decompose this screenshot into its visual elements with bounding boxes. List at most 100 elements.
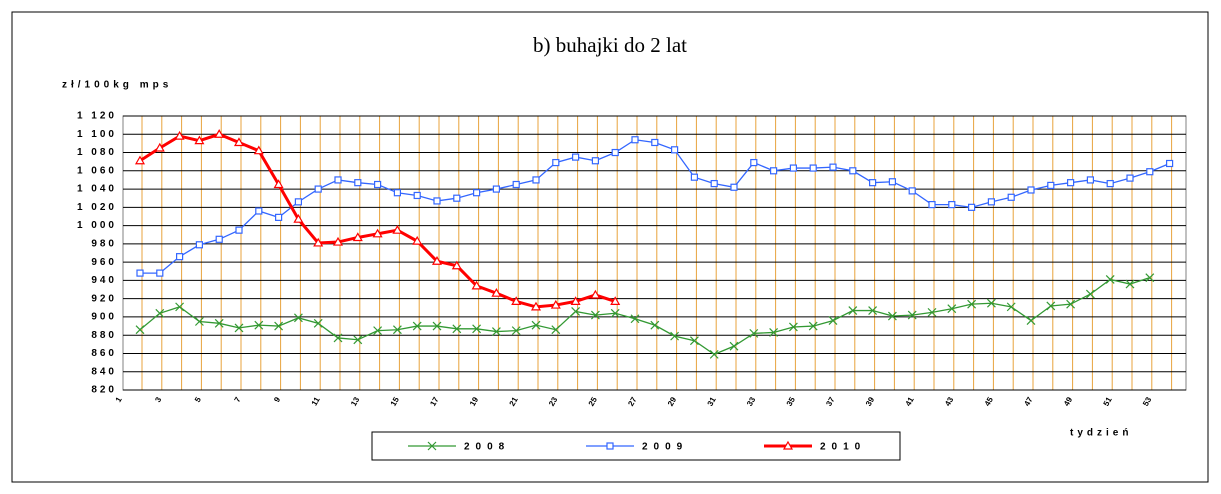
data-marker xyxy=(750,158,758,167)
data-marker xyxy=(987,198,996,206)
data-marker xyxy=(314,185,322,193)
data-marker xyxy=(432,321,442,331)
data-marker xyxy=(174,130,185,140)
data-marker xyxy=(531,320,541,330)
data-marker xyxy=(590,310,600,320)
data-marker xyxy=(136,269,144,277)
data-marker xyxy=(606,442,614,450)
data-marker xyxy=(1085,289,1095,299)
data-marker xyxy=(433,197,441,205)
y-axis-label: zł/100kg mps xyxy=(62,80,172,91)
data-marker xyxy=(373,326,383,336)
data-marker xyxy=(769,167,778,175)
data-marker xyxy=(294,198,302,206)
x-tick-label: 3 xyxy=(153,395,163,404)
data-marker xyxy=(908,187,916,195)
data-marker xyxy=(782,440,794,450)
data-marker xyxy=(452,324,462,334)
data-marker xyxy=(651,138,659,147)
data-marker xyxy=(1027,186,1035,194)
y-tick-label: 1 000 xyxy=(77,220,117,231)
data-marker xyxy=(491,327,501,336)
data-marker xyxy=(293,213,304,223)
data-marker xyxy=(255,207,263,215)
data-marker xyxy=(808,321,818,331)
legend-label: 2009 xyxy=(642,442,688,453)
data-marker xyxy=(1066,179,1075,187)
x-tick-label: 1 xyxy=(114,395,124,404)
data-marker xyxy=(332,236,344,246)
data-marker xyxy=(729,341,739,351)
data-marker xyxy=(194,135,205,145)
data-marker xyxy=(214,129,225,138)
data-marker xyxy=(1007,193,1015,201)
data-marker xyxy=(473,189,481,197)
data-marker xyxy=(275,213,283,221)
data-marker xyxy=(274,321,284,331)
data-marker xyxy=(427,441,437,451)
data-marker xyxy=(353,335,363,345)
data-marker xyxy=(571,307,581,316)
data-marker xyxy=(354,179,362,187)
y-tick-label: 1 060 xyxy=(77,165,117,176)
data-marker xyxy=(374,180,382,189)
data-marker xyxy=(868,306,878,315)
data-marker xyxy=(471,280,482,290)
y-tick-label: 1 080 xyxy=(77,147,117,158)
data-marker xyxy=(1047,181,1055,190)
y-tick-label: 880 xyxy=(91,330,117,341)
data-marker xyxy=(730,183,738,191)
data-marker xyxy=(967,203,976,211)
data-marker xyxy=(710,179,718,188)
data-marker xyxy=(571,153,580,161)
data-marker xyxy=(1165,159,1174,168)
data-marker xyxy=(849,167,857,175)
data-marker xyxy=(709,349,719,359)
data-marker xyxy=(789,164,798,172)
data-marker xyxy=(610,296,621,306)
data-marker xyxy=(1145,273,1155,283)
x-tick-label: 9 xyxy=(272,395,282,404)
data-marker xyxy=(352,232,363,242)
data-marker xyxy=(412,235,423,245)
data-marker xyxy=(927,307,937,317)
data-marker xyxy=(372,228,383,238)
data-marker xyxy=(1126,174,1134,182)
data-marker xyxy=(829,163,837,171)
x-axis-label: tydzień xyxy=(1070,428,1132,439)
data-marker xyxy=(135,325,145,335)
data-marker xyxy=(551,325,561,335)
data-marker xyxy=(1046,301,1056,311)
y-tick-label: 860 xyxy=(91,348,117,359)
data-marker xyxy=(1086,176,1095,184)
data-marker xyxy=(947,304,957,314)
data-marker xyxy=(788,322,798,332)
data-marker xyxy=(1105,275,1115,284)
plot-area xyxy=(122,115,1187,391)
data-marker xyxy=(1106,179,1114,188)
data-marker xyxy=(868,179,877,187)
data-marker xyxy=(530,301,542,311)
data-marker xyxy=(511,296,522,306)
data-marker xyxy=(650,320,660,330)
data-marker xyxy=(690,173,699,181)
data-marker xyxy=(176,253,184,261)
data-marker xyxy=(511,326,521,336)
data-marker xyxy=(1006,302,1016,312)
data-marker xyxy=(888,178,897,186)
data-marker xyxy=(986,298,996,308)
data-marker xyxy=(313,237,324,247)
data-marker xyxy=(631,136,639,144)
y-tick-label: 960 xyxy=(91,257,117,268)
data-marker xyxy=(491,287,502,297)
data-marker xyxy=(848,306,858,315)
data-marker xyxy=(233,137,245,147)
data-marker xyxy=(749,328,759,338)
data-marker xyxy=(273,179,284,189)
y-tick-label: 820 xyxy=(91,385,117,396)
data-marker xyxy=(235,226,243,234)
data-marker xyxy=(630,314,640,324)
x-tick-label: 5 xyxy=(193,395,203,404)
data-marker xyxy=(1026,316,1036,326)
y-tick-label: 1 020 xyxy=(77,202,117,213)
